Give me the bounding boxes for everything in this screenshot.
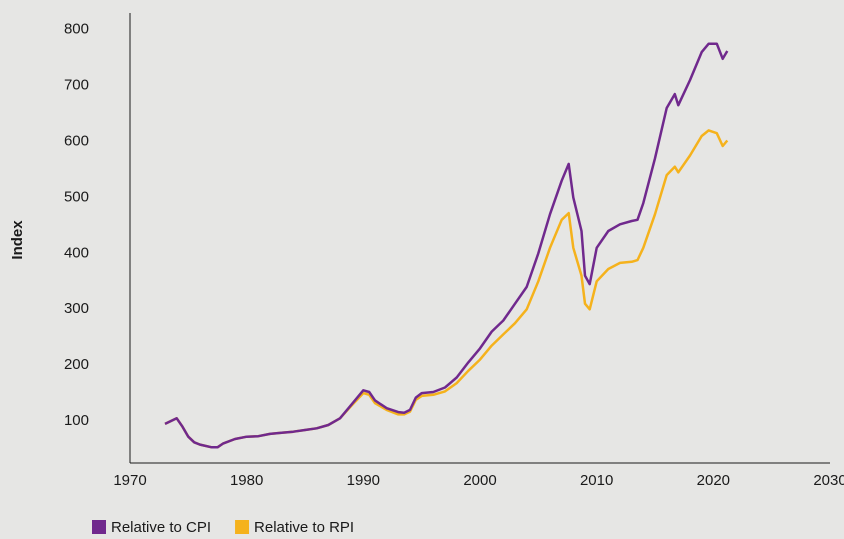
y-tick-label: 600 — [64, 133, 89, 150]
series-line — [164, 42, 729, 449]
x-tick-label: 2000 — [463, 472, 496, 489]
x-tick-label: 2030 — [813, 472, 844, 489]
y-tick-label: 500 — [64, 188, 89, 205]
x-tick-label: 2020 — [697, 472, 730, 489]
y-tick-label: 800 — [64, 21, 89, 38]
legend-label: Relative to CPI — [111, 519, 211, 536]
y-tick-label: 700 — [64, 77, 89, 94]
legend-swatch — [235, 520, 250, 534]
y-tick-label: 300 — [64, 300, 89, 317]
x-tick-label: 1970 — [113, 472, 146, 489]
y-tick-label: 100 — [64, 412, 89, 429]
y-tick-label: 400 — [64, 244, 89, 261]
x-tick-label: 2010 — [580, 472, 613, 489]
y-axis-label: Index — [9, 220, 26, 260]
legend-label: Relative to RPI — [254, 519, 354, 536]
x-tick-label: 1980 — [230, 472, 263, 489]
series-line — [164, 129, 729, 449]
y-tick-label: 200 — [64, 356, 89, 373]
legend-swatch — [92, 520, 106, 534]
x-tick-label: 1990 — [347, 472, 380, 489]
